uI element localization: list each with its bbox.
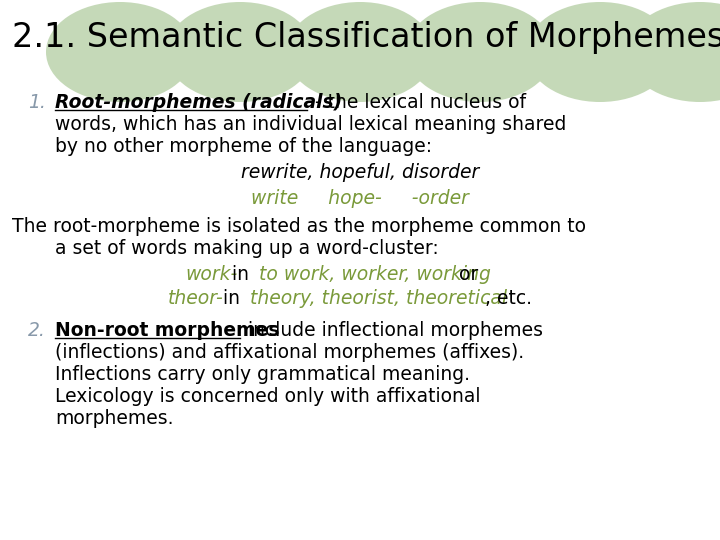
Text: 2.: 2. [28, 321, 46, 340]
Text: include inflectional morphemes: include inflectional morphemes [242, 321, 543, 340]
Ellipse shape [286, 2, 434, 102]
Text: write     hope-     -order: write hope- -order [251, 189, 469, 208]
Text: Non-root morphemes: Non-root morphemes [55, 321, 279, 340]
Text: Lexicology is concerned only with affixational: Lexicology is concerned only with affixa… [55, 387, 480, 406]
Text: in: in [217, 289, 246, 308]
Text: rewrite, hopeful, disorder: rewrite, hopeful, disorder [241, 163, 479, 182]
Ellipse shape [166, 2, 314, 102]
Text: , etc.: , etc. [485, 289, 532, 308]
Text: morphemes.: morphemes. [55, 409, 174, 428]
Text: Inflections carry only grammatical meaning.: Inflections carry only grammatical meani… [55, 365, 470, 384]
Text: by no other morpheme of the language:: by no other morpheme of the language: [55, 137, 432, 156]
Text: a set of words making up a word-cluster:: a set of words making up a word-cluster: [55, 239, 438, 258]
Text: The root-morpheme is isolated as the morpheme common to: The root-morpheme is isolated as the mor… [12, 217, 586, 236]
Ellipse shape [46, 2, 194, 102]
Text: - the lexical nucleus of: - the lexical nucleus of [309, 93, 526, 112]
Ellipse shape [626, 2, 720, 102]
Text: 2.1. Semantic Classification of Morphemes: 2.1. Semantic Classification of Morpheme… [12, 22, 720, 55]
Ellipse shape [526, 2, 674, 102]
Text: (inflections) and affixational morphemes (affixes).: (inflections) and affixational morphemes… [55, 343, 524, 362]
Text: work-: work- [185, 265, 238, 284]
Text: words, which has an individual lexical meaning shared: words, which has an individual lexical m… [55, 115, 567, 134]
Text: to work, worker, working: to work, worker, working [259, 265, 491, 284]
Text: theory, theorist, theoretical: theory, theorist, theoretical [250, 289, 507, 308]
Text: in: in [225, 265, 254, 284]
Text: Root-morphemes (radicals): Root-morphemes (radicals) [55, 93, 342, 112]
Text: theor-: theor- [168, 289, 224, 308]
Ellipse shape [406, 2, 554, 102]
Text: 1.: 1. [28, 93, 46, 112]
Text: or: or [454, 265, 479, 284]
